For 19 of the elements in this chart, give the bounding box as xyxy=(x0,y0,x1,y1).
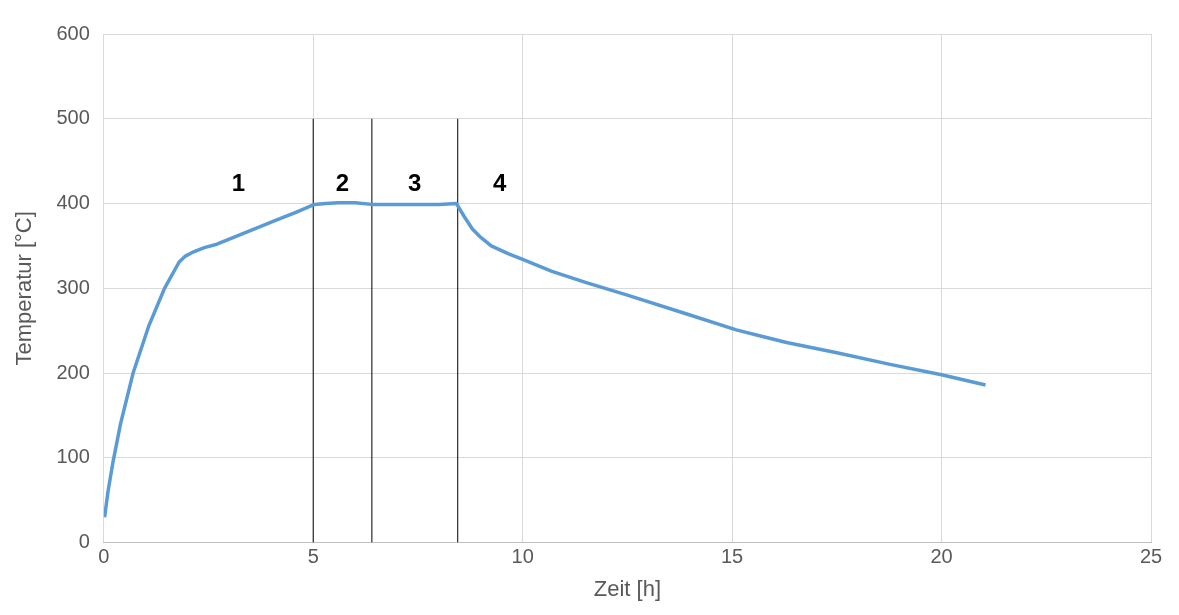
annotation: 3 xyxy=(408,169,422,197)
y-tick-label: 200 xyxy=(56,360,90,383)
y-tick-label: 0 xyxy=(78,530,90,553)
annotation: 2 xyxy=(335,169,350,197)
y-tick-label: 400 xyxy=(56,191,90,214)
y-tick-label: 500 xyxy=(56,106,90,129)
x-tick-label: 15 xyxy=(720,545,744,568)
x-tick-label: 20 xyxy=(930,545,953,568)
y-axis-title: Temperatur [°C] xyxy=(11,211,37,366)
y-tick-label: 300 xyxy=(56,275,90,298)
y-tick-label: 600 xyxy=(56,21,90,44)
y-tick-label: 100 xyxy=(56,445,90,468)
x-tick-label: 0 xyxy=(98,545,110,568)
annotation: 1 xyxy=(231,169,246,197)
annotation: 4 xyxy=(493,169,508,197)
x-tick-label: 10 xyxy=(511,545,534,568)
x-tick-label: 5 xyxy=(307,545,319,568)
x-tick-label: 25 xyxy=(1139,545,1163,568)
x-axis-title: Zeit [h] xyxy=(593,575,662,601)
